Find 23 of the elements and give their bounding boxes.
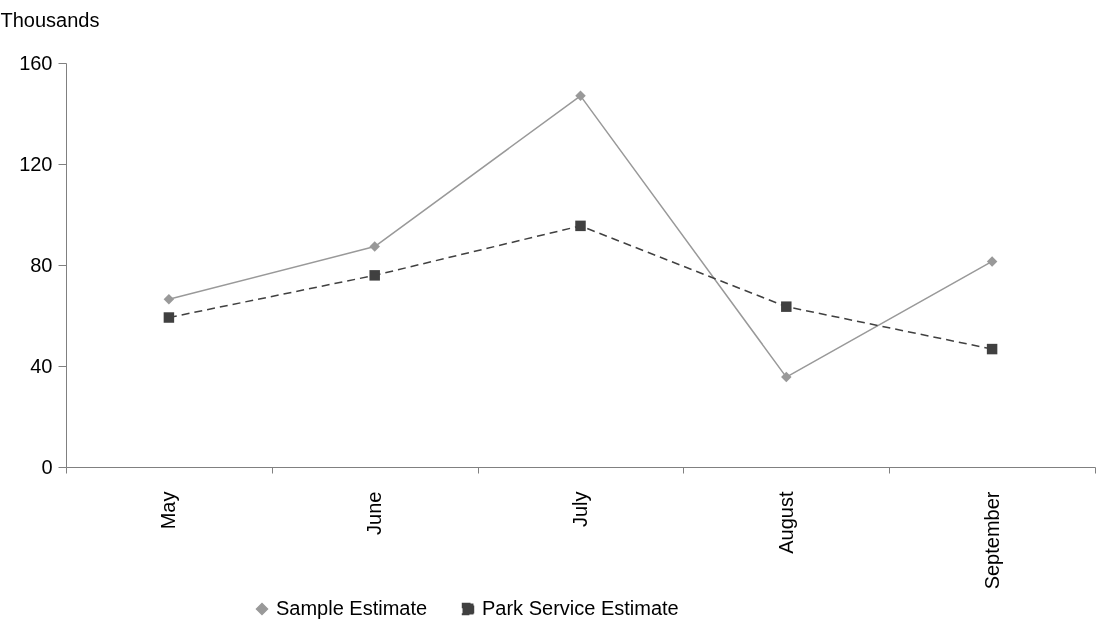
y-tick-label: 80 bbox=[30, 253, 53, 276]
point bbox=[575, 220, 586, 232]
legend-label: Sample Estimate bbox=[276, 597, 428, 619]
y-tick-label: 120 bbox=[19, 152, 53, 175]
point bbox=[986, 256, 998, 267]
point bbox=[369, 270, 380, 281]
point bbox=[163, 312, 175, 323]
x-tick-label: June bbox=[363, 491, 386, 535]
legend-label: Park Service Estimate bbox=[482, 597, 679, 619]
point bbox=[986, 343, 998, 355]
point bbox=[369, 241, 380, 252]
x-tick-label: September bbox=[980, 491, 1003, 590]
point bbox=[163, 294, 175, 305]
y-tick-label: 0 bbox=[41, 455, 53, 478]
point bbox=[781, 301, 792, 312]
x-tick-label: May bbox=[157, 491, 180, 530]
x-tick-label: July bbox=[569, 491, 591, 528]
y-tick-label: 160 bbox=[19, 51, 53, 74]
y-tick-label: 40 bbox=[30, 354, 53, 377]
point bbox=[781, 371, 792, 383]
point bbox=[575, 90, 586, 102]
y-axis-title: Thousands bbox=[0, 8, 100, 31]
x-tick-label: August bbox=[774, 491, 797, 554]
